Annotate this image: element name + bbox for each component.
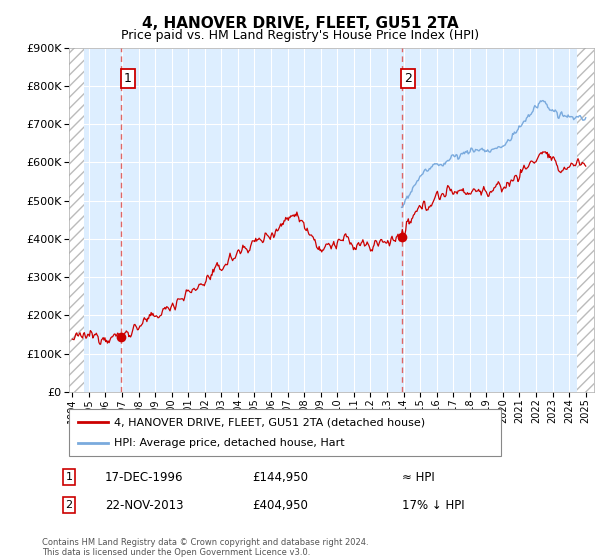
Text: Price paid vs. HM Land Registry's House Price Index (HPI): Price paid vs. HM Land Registry's House … xyxy=(121,29,479,42)
Text: £144,950: £144,950 xyxy=(252,470,308,484)
Text: Contains HM Land Registry data © Crown copyright and database right 2024.
This d: Contains HM Land Registry data © Crown c… xyxy=(42,538,368,557)
Text: 1: 1 xyxy=(65,472,73,482)
Text: ≈ HPI: ≈ HPI xyxy=(402,470,435,484)
FancyBboxPatch shape xyxy=(69,409,501,456)
Text: 22-NOV-2013: 22-NOV-2013 xyxy=(105,498,184,512)
Text: 17% ↓ HPI: 17% ↓ HPI xyxy=(402,498,464,512)
Bar xyxy=(577,48,594,392)
Text: £404,950: £404,950 xyxy=(252,498,308,512)
Bar xyxy=(69,48,84,392)
Text: 4, HANOVER DRIVE, FLEET, GU51 2TA: 4, HANOVER DRIVE, FLEET, GU51 2TA xyxy=(142,16,458,31)
Text: 2: 2 xyxy=(404,72,412,85)
Text: HPI: Average price, detached house, Hart: HPI: Average price, detached house, Hart xyxy=(115,438,345,448)
Text: 1: 1 xyxy=(124,72,131,85)
Text: 17-DEC-1996: 17-DEC-1996 xyxy=(105,470,184,484)
Text: 4, HANOVER DRIVE, FLEET, GU51 2TA (detached house): 4, HANOVER DRIVE, FLEET, GU51 2TA (detac… xyxy=(115,417,425,427)
Text: 2: 2 xyxy=(65,500,73,510)
